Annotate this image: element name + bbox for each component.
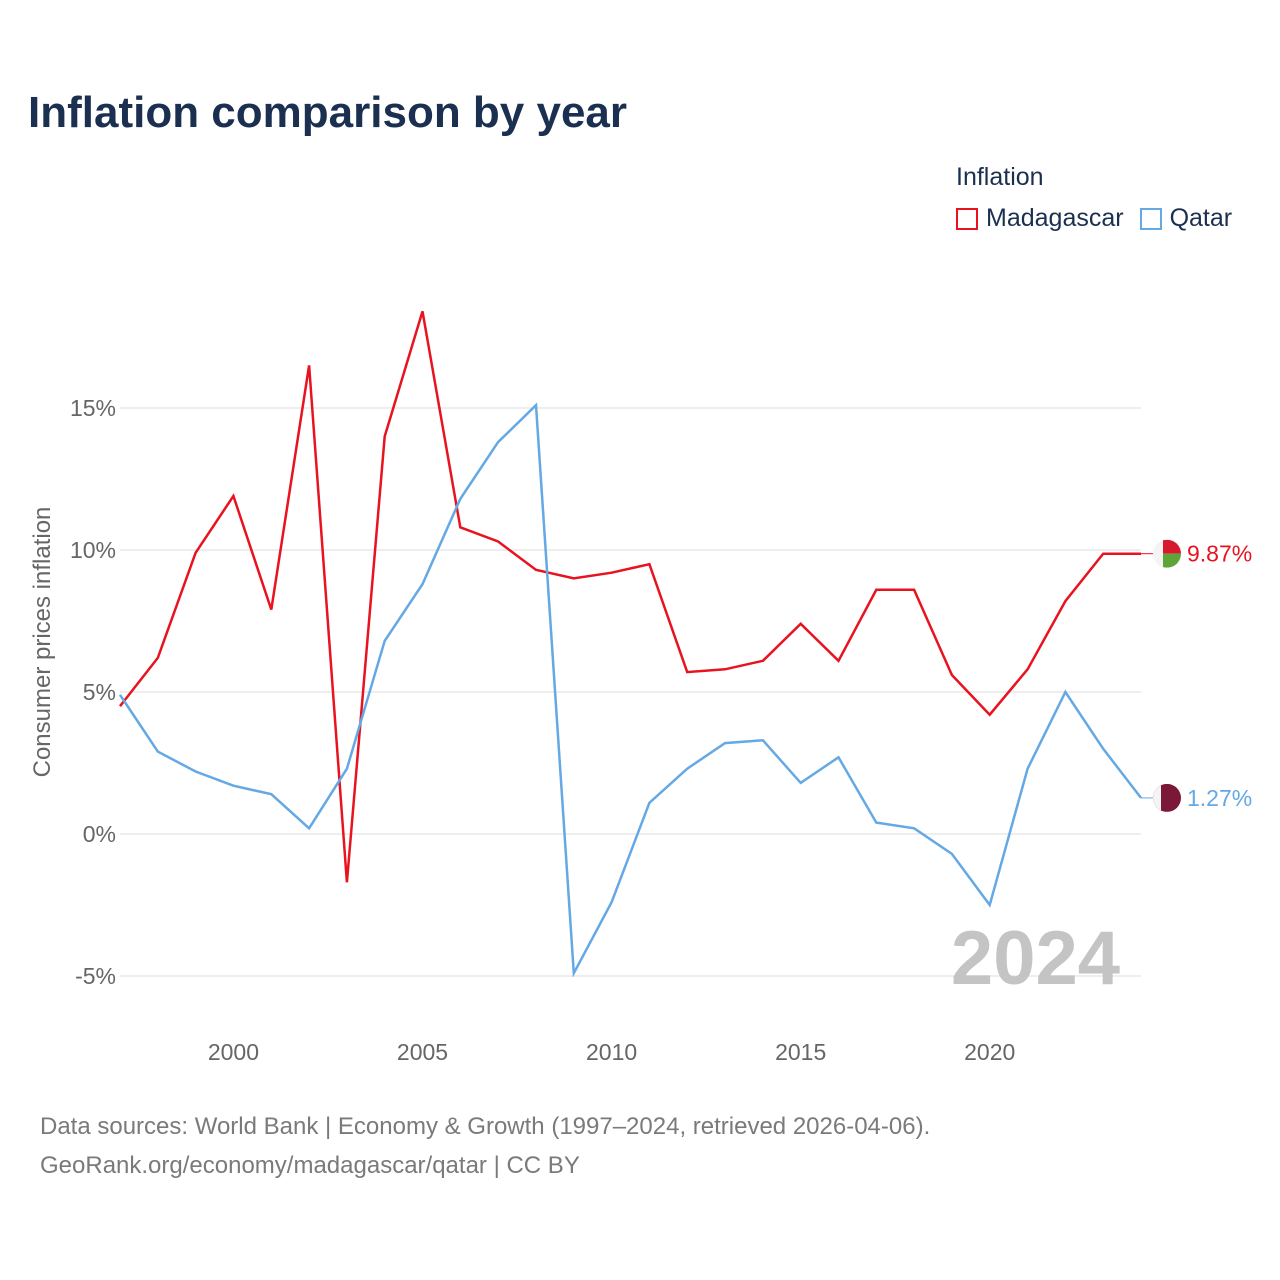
legend-swatch-qatar: [1139, 207, 1162, 230]
source-note: Data sources: World Bank | Economy & Gro…: [40, 1107, 930, 1185]
y-tick-label: 5%: [83, 679, 116, 705]
end-value-label: 1.27%: [1187, 785, 1252, 811]
line-chart: 15% 10% 5% 0% -5% 2000 2005 2010 2015 2020 Consume…: [29, 311, 1252, 1065]
qatar-flag-icon: [1153, 783, 1181, 812]
chart-title: Inflation comparison by year: [28, 88, 628, 137]
legend-item-qatar[interactable]: Qatar: [1139, 204, 1233, 233]
source-line-2[interactable]: GeoRank.org/economy/madagascar/qatar | C…: [40, 1152, 580, 1179]
x-tick-label: 2005: [397, 1039, 448, 1065]
x-tick-label: 2020: [964, 1039, 1015, 1065]
x-tick-label: 2000: [208, 1039, 259, 1065]
year-watermark: 2024: [951, 916, 1120, 1001]
y-tick-label: 0%: [83, 821, 116, 847]
legend-items: Madagascar Qatar: [956, 204, 1232, 233]
legend-swatch-madagascar: [956, 207, 978, 230]
x-tick-label: 2010: [586, 1039, 637, 1065]
end-value-label: 9.87%: [1187, 541, 1252, 567]
legend-label-qatar: Qatar: [1169, 204, 1233, 232]
y-tick-label: -5%: [75, 963, 116, 989]
madagascar-flag-icon: [1153, 539, 1181, 568]
x-tick-label: 2015: [775, 1039, 826, 1065]
y-tick-label: 15%: [70, 395, 116, 421]
legend-title: Inflation: [956, 163, 1044, 191]
y-axis-label: Consumer prices inflation: [29, 507, 56, 778]
legend: Inflation Madagascar Qatar: [956, 163, 1232, 233]
source-line-1: Data sources: World Bank | Economy & Gro…: [40, 1113, 931, 1140]
y-tick-label: 10%: [70, 537, 116, 563]
series-line-qatar[interactable]: [118, 402, 1142, 978]
legend-item-madagascar[interactable]: Madagascar: [956, 204, 1124, 233]
legend-label-madagascar: Madagascar: [986, 204, 1124, 232]
series-line-madagascar[interactable]: [119, 311, 1141, 883]
